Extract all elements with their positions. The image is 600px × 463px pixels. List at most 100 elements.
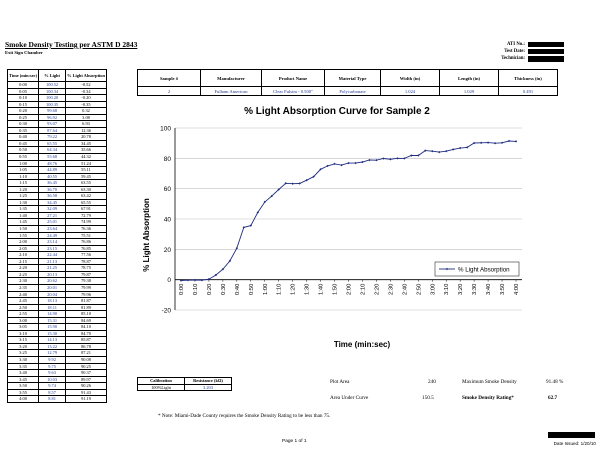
table-row: 1:20 36.70 63.30	[6, 185, 107, 194]
row-time: 4:00	[6, 395, 40, 403]
row-absorption: 67.91	[65, 205, 107, 213]
row-light: 34.45	[38, 198, 67, 207]
row-absorption: 63.42	[65, 192, 107, 200]
row-light: 65.55	[38, 139, 67, 148]
x-tick-label: 0:30	[221, 284, 227, 295]
header-material: Material Type	[324, 69, 381, 87]
data-point	[333, 162, 336, 166]
data-point	[507, 139, 511, 143]
data-point	[445, 150, 448, 153]
x-tick-label: 3:00	[430, 284, 436, 295]
calibration-table: Calibration Resistance (kΩ) 100%Light 3.…	[137, 377, 232, 391]
data-point	[249, 224, 252, 227]
row-light: 36.45	[38, 179, 67, 187]
x-tick-label: 1:00	[263, 284, 269, 295]
table-row: 1:30 34.45 65.55	[6, 198, 107, 207]
header-thickness: Thickness (in)	[498, 69, 558, 87]
row-time: 1:00	[6, 159, 40, 168]
data-point	[465, 146, 469, 149]
row-light: 23.64	[38, 225, 67, 233]
table-row: 1:15 36.45 63.55	[6, 179, 107, 187]
data-point	[277, 188, 280, 191]
x-tick-label: 1:20	[291, 284, 297, 295]
sample-table: Sample # Manufacturer Product Name Mater…	[137, 69, 558, 96]
row-light: 44.89	[38, 166, 67, 174]
row-light: 32.09	[38, 205, 67, 213]
row-time: 1:25	[6, 192, 40, 200]
y-tick-label: 20	[164, 247, 172, 254]
data-point	[368, 158, 371, 162]
legend-box	[434, 261, 520, 277]
row-absorption: 59.45	[65, 172, 107, 181]
data-point	[479, 141, 483, 144]
data-point	[319, 168, 322, 171]
data-point	[396, 157, 399, 160]
row-time: 1:15	[6, 179, 40, 187]
row-light: 40.55	[38, 172, 67, 181]
row-absorption: 20.78	[65, 133, 107, 141]
data-point	[186, 278, 190, 282]
x-tick-label: 0:00	[179, 284, 185, 295]
header-light: % Light	[38, 69, 67, 82]
y-tick-label: 100	[160, 126, 171, 133]
row-absorption: 63.30	[65, 185, 107, 194]
data-point	[451, 148, 455, 151]
row-light: 79.22	[38, 133, 67, 141]
x-tick-label: 2:20	[374, 284, 380, 295]
auc-label: Area Under Curve	[330, 395, 369, 401]
row-absorption: 65.55	[65, 198, 107, 207]
page-number: Page 1 of 1	[282, 439, 307, 444]
row-time: 2:00	[6, 238, 40, 246]
data-point	[214, 273, 218, 277]
data-point	[410, 154, 413, 157]
x-tick-label: 4:00	[514, 284, 520, 295]
table-row: 1:05 44.89 55.11	[6, 166, 107, 174]
header-manufacturer: Manufacturer	[200, 69, 262, 87]
row-time: 1:55	[6, 231, 40, 240]
row-absorption: 74.99	[65, 218, 107, 226]
x-tick-label: 3:20	[458, 284, 464, 295]
data-point	[326, 164, 329, 168]
data-point	[354, 161, 357, 165]
row-absorption: 75.51	[65, 231, 107, 240]
rating-value: 62.7	[548, 395, 558, 401]
y-tick-label: 60	[164, 186, 172, 193]
legend-label: % Light Absorption	[458, 267, 510, 274]
row-time: 0:35	[6, 126, 40, 135]
footnote: * Note: Miami-Dade County requires the S…	[158, 413, 331, 419]
x-tick-label: 3:10	[444, 284, 450, 295]
row-time: 0:50	[6, 146, 40, 154]
row-light: 27.21	[38, 211, 67, 220]
data-point	[438, 150, 441, 154]
data-point	[472, 141, 476, 145]
table-row: 0:55 55.68 44.32	[6, 153, 107, 161]
row-time: 1:50	[6, 225, 40, 233]
row-light: 36.58	[38, 192, 67, 200]
row-light: 23.14	[38, 238, 67, 246]
report-title: Smoke Density Testing per ASTM D 2843	[5, 40, 138, 49]
row-time: 1:10	[6, 172, 40, 181]
table-row: 1:45 25.01 74.99	[6, 218, 107, 226]
report-subtitle: Exit Sign Chamber	[5, 50, 43, 55]
rating-label: Smoke Density Rating*	[462, 395, 514, 401]
table-row: 0:40 79.22 20.78	[6, 133, 107, 141]
table-row: 2:30 20.62 79.38	[6, 277, 107, 285]
row-time: 2:05	[6, 244, 40, 253]
meta-test-date: Test Date:	[501, 48, 564, 55]
data-point	[305, 179, 308, 182]
data-point	[347, 161, 350, 165]
row-time: 0:45	[6, 139, 40, 148]
row-time: 1:45	[6, 218, 40, 226]
row-absorption: 63.55	[65, 179, 107, 187]
table-row: 1:40 27.21 72.79	[6, 211, 107, 220]
data-point	[228, 259, 232, 263]
data-point	[263, 200, 266, 204]
chart-title: % Light Absorption Curve for Sample 2	[244, 106, 430, 117]
x-tick-label: 3:30	[472, 284, 478, 295]
row-light: 55.68	[38, 153, 67, 161]
y-tick-label: 80	[164, 156, 172, 163]
x-tick-label: 1:30	[305, 284, 311, 295]
header-product: Product Name	[261, 69, 325, 87]
data-point	[291, 182, 294, 185]
data-point	[458, 146, 462, 150]
